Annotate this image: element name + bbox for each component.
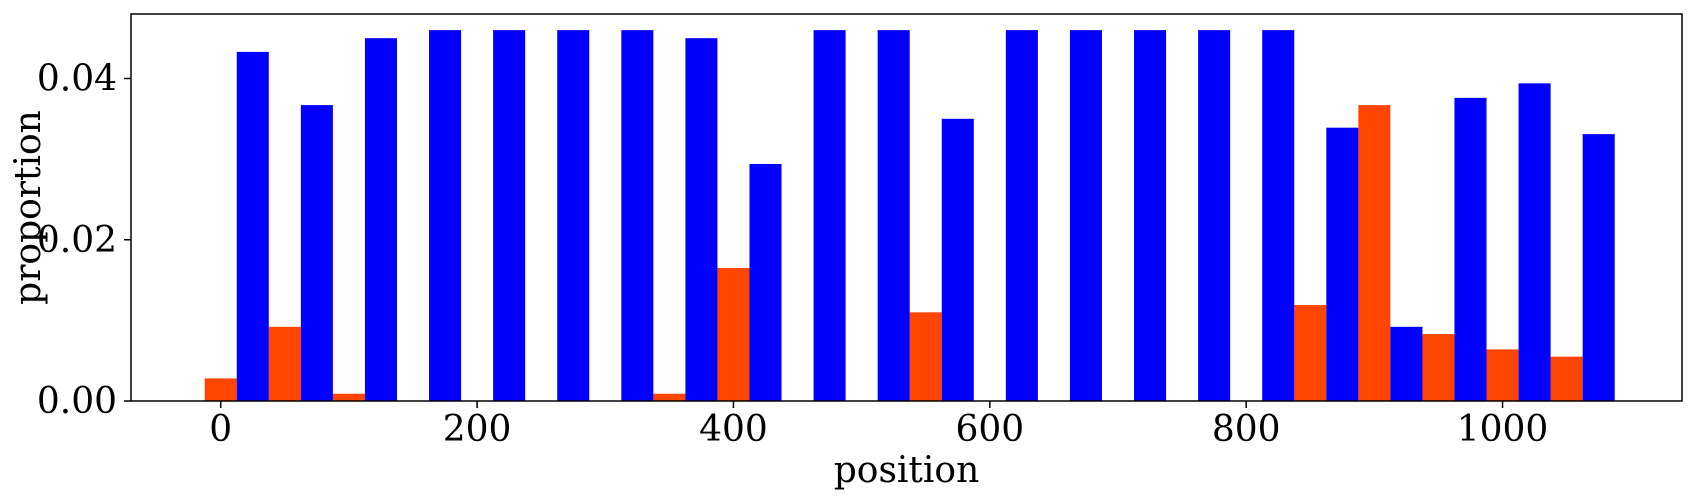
bar-series2-bin-17 [1326, 127, 1359, 402]
bar-series1-bin-7 [1358, 105, 1391, 401]
x-tick-label: 200 [443, 409, 512, 450]
bar-series1-bin-8 [1422, 334, 1455, 401]
bar-series2-bin-11 [941, 118, 974, 401]
bars-layer [204, 30, 1615, 402]
y-axis-ticks: 0.00 0.02 0.04 [37, 59, 131, 422]
bar-series1-bin-9 [1486, 349, 1519, 401]
bar-series2-bin-8 [749, 163, 782, 401]
bar-series2-bin-15 [1198, 30, 1231, 401]
x-tick-label: 800 [1212, 409, 1281, 450]
x-tick-label: 400 [699, 409, 768, 450]
bar-series1-bin-5 [909, 312, 942, 401]
bar-series2-bin-7 [685, 38, 718, 401]
y-tick-label: 0.02 [37, 220, 117, 261]
bar-series2-bin-19 [1454, 97, 1487, 401]
y-axis-label: proportion [8, 110, 49, 305]
bar-series2-bin-12 [1005, 30, 1038, 401]
y-tick-label: 0.04 [37, 59, 117, 100]
bar-series1-bin-10 [1550, 356, 1583, 401]
bar-series2-bin-21 [1582, 134, 1615, 401]
bar-series2-bin-6 [621, 30, 654, 401]
bar-series1-bin-1 [268, 326, 301, 401]
x-tick-label: 600 [955, 409, 1024, 450]
bar-series1-bin-3 [653, 393, 686, 401]
bar-series2-bin-4 [493, 30, 526, 401]
bar-series2-bin-2 [364, 38, 397, 401]
x-axis-label: position [834, 450, 980, 491]
plot-frame [130, 13, 1683, 402]
x-tick-label: 1000 [1457, 409, 1549, 450]
x-axis-ticks: 0 200 400 600 800 1000 [209, 401, 1548, 450]
bar-series1-bin-2 [332, 393, 365, 401]
bar-series1-bin-6 [1294, 305, 1327, 401]
bar-series2-bin-0 [236, 51, 269, 402]
bar-series2-bin-18 [1390, 326, 1423, 401]
bar-series2-bin-5 [557, 30, 590, 401]
bar-series2-bin-10 [877, 30, 910, 401]
bar-series2-bin-20 [1518, 83, 1551, 402]
y-tick-label: 0.00 [37, 381, 117, 422]
bar-series2-bin-13 [1069, 30, 1102, 401]
bar-series1-bin-4 [717, 267, 750, 401]
bar-series2-bin-1 [300, 105, 333, 401]
bar-series2-bin-16 [1262, 30, 1295, 401]
bar-series2-bin-14 [1134, 30, 1167, 401]
x-tick-label: 0 [209, 409, 232, 450]
bar-series1-bin-0 [204, 378, 237, 401]
bar-series2-bin-3 [429, 30, 462, 401]
bar-series2-bin-9 [813, 30, 846, 401]
